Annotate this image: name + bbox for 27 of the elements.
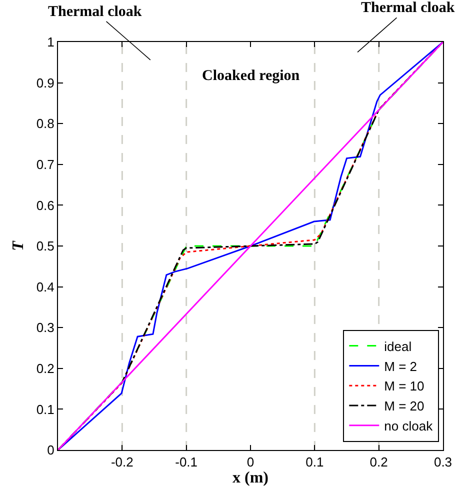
y-tick-label: 0.1 bbox=[36, 402, 54, 417]
y-tick-label: 0 bbox=[47, 442, 54, 458]
y-tick-label: 0.8 bbox=[36, 116, 54, 132]
y-tick-label: 0.6 bbox=[36, 198, 54, 213]
legend-label: M = 10 bbox=[384, 378, 424, 394]
y-tick-label: 0.2 bbox=[36, 360, 54, 376]
x-axis-title: x (m) bbox=[232, 470, 268, 487]
text: Thermal cloak bbox=[48, 4, 142, 20]
x-tick-label: -0.2 bbox=[110, 454, 134, 470]
x-tick-label: 0.2 bbox=[370, 454, 388, 470]
y-tick-label: 0.7 bbox=[36, 156, 54, 172]
x-tick-label: 0.1 bbox=[306, 454, 324, 470]
legend-label: M = 20 bbox=[384, 398, 424, 414]
legend-label: no cloak bbox=[384, 418, 434, 434]
y-tick-label: 0.3 bbox=[36, 320, 54, 336]
text: Thermal cloak bbox=[361, 0, 456, 16]
y-tick-label: 0.9 bbox=[36, 75, 54, 90]
x-tick-label: 0 bbox=[246, 454, 254, 470]
legend-label: ideal bbox=[384, 338, 412, 354]
annotation: Cloaked region bbox=[202, 68, 300, 84]
y-axis-title: T bbox=[10, 240, 28, 251]
legend-label: M = 2 bbox=[384, 358, 418, 374]
x-tick-label: -0.1 bbox=[175, 454, 198, 470]
y-tick-label: 0.5 bbox=[36, 238, 54, 254]
y-tick-label: 1 bbox=[47, 34, 54, 50]
y-tick-label: 0.4 bbox=[36, 279, 54, 294]
x-tick-label: 0.3 bbox=[434, 454, 452, 470]
